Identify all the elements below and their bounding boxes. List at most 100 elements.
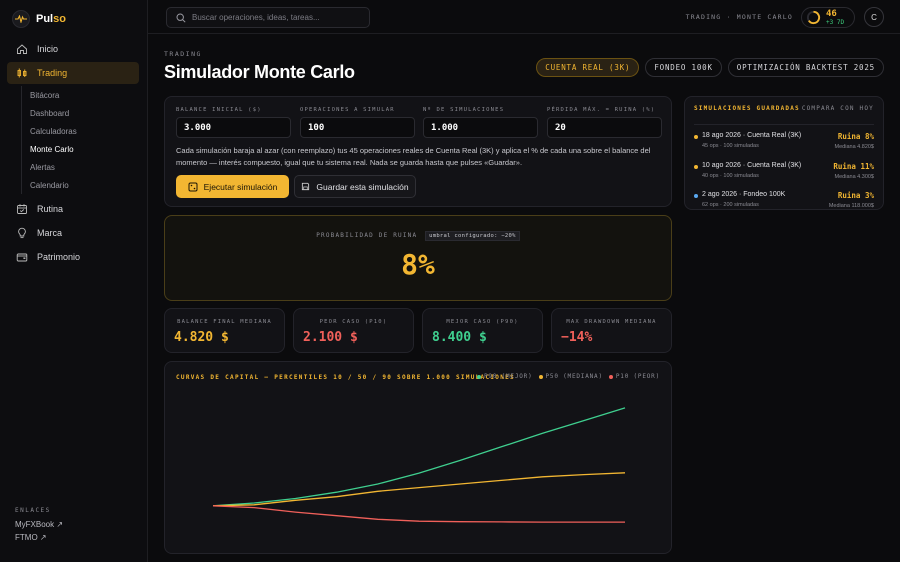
saved-ruin: Ruina 3% xyxy=(837,191,874,200)
compare-link[interactable]: COMPARA CON HOY xyxy=(801,105,874,112)
stat-value: 8.400 $ xyxy=(432,330,487,345)
subnav-item-dashboard[interactable]: Dashboard xyxy=(30,108,70,118)
series-line-p50 xyxy=(212,472,626,507)
links-section: ENLACES MyFXBook ↗ FTMO ↗ xyxy=(15,507,63,546)
save-simulation-label: Guardar esta simulación xyxy=(316,181,409,192)
subnav-item-bitacora[interactable]: Bitácora xyxy=(30,90,60,100)
saved-name: 18 ago 2026 · Cuenta Real (3K) xyxy=(702,132,802,139)
stat-value: −14% xyxy=(561,330,593,345)
saved-median: Mediana 118.000$ xyxy=(828,203,874,209)
subnav-item-calendario[interactable]: Calendario xyxy=(30,180,69,190)
candles-icon xyxy=(17,68,27,78)
field-label: OPERACIONES A SIMULAR xyxy=(300,107,395,113)
saved-title: SIMULACIONES GUARDADAS xyxy=(694,105,800,112)
stat-label: MAX DRAWDOWN MEDIANA xyxy=(566,319,657,325)
links-title: ENLACES xyxy=(15,507,51,514)
operations-input[interactable] xyxy=(300,117,415,138)
stat-value: 2.100 $ xyxy=(303,330,358,345)
lightbulb-icon xyxy=(18,227,26,239)
stat-label: PEOR CASO (P10) xyxy=(319,319,388,325)
brand-name: Pulso xyxy=(36,13,66,25)
sidebar-item-inicio[interactable]: Inicio xyxy=(7,38,139,60)
status-dot xyxy=(694,194,698,198)
subnav-item-alertas[interactable]: Alertas xyxy=(30,162,55,172)
capital-curves-chart: CURVAS DE CAPITAL — PERCENTILES 10 / 50 … xyxy=(164,361,672,554)
page-eyebrow: TRADING xyxy=(164,50,202,58)
run-simulation-label: Ejecutar simulación xyxy=(203,181,278,192)
sidebar-item-trading[interactable]: Trading xyxy=(7,62,139,84)
saved-name: 2 ago 2026 · Fondeo 100K xyxy=(702,191,786,198)
pulse-logo-icon xyxy=(12,10,30,28)
field-label: PÉRDIDA MÁX. = RUINA (%) xyxy=(547,107,656,113)
account-tabs: CUENTA REAL (3K) FONDEO 100K OPTIMIZACIÓ… xyxy=(536,58,884,77)
search-box[interactable] xyxy=(166,7,370,28)
avatar[interactable]: C xyxy=(864,7,884,27)
save-simulation-button[interactable]: Guardar esta simulación xyxy=(294,175,416,198)
search-icon xyxy=(176,12,186,23)
streak-value: 46 xyxy=(826,8,837,19)
simulation-description: Cada simulación baraja al azar (con reem… xyxy=(176,146,651,167)
simulations-input[interactable] xyxy=(423,117,538,138)
series-line-p10 xyxy=(212,505,625,523)
ruin-probability-card: PROBABILIDAD DE RUINA umbral configurado… xyxy=(164,215,672,301)
field-simulaciones: Nº DE SIMULACIONES xyxy=(423,107,538,138)
balance-input[interactable] xyxy=(176,117,291,138)
page-title: Simulador Monte Carlo xyxy=(164,62,355,82)
trading-subnav: Bitácora Dashboard Calculadoras Monte Ca… xyxy=(21,86,139,194)
sidebar-item-rutina[interactable]: Rutina xyxy=(7,198,139,220)
status-dot xyxy=(694,164,698,169)
sidebar-item-label: Trading xyxy=(37,68,68,78)
sidebar-item-label: Marca xyxy=(37,228,63,238)
stat-value: 4.820 $ xyxy=(174,330,229,345)
subnav-item-monte-carlo[interactable]: Monte Carlo xyxy=(30,144,74,154)
saved-median: Mediana 4.820$ xyxy=(834,144,874,150)
tab-fondeo[interactable]: FONDEO 100K xyxy=(645,58,722,77)
saved-ruin: Ruina 11% xyxy=(833,161,874,171)
ruin-probability-value: 8% xyxy=(401,248,435,281)
main-nav: Inicio Trading Bitácora Dashboard Calcul… xyxy=(7,38,139,270)
legend-item-p50: P50 (MEDIANA) xyxy=(538,373,603,380)
simulation-form: BALANCE INICIAL ($) OPERACIONES A SIMULA… xyxy=(164,96,672,207)
field-operaciones: OPERACIONES A SIMULAR xyxy=(300,107,415,138)
ruin-header: PROBABILIDAD DE RUINA umbral configurado… xyxy=(165,231,671,241)
link-myfxbook[interactable]: MyFXBook ↗ xyxy=(15,520,64,529)
list-item[interactable]: 2 ago 2026 · Fondeo 100K 62 ops · 200 si… xyxy=(694,184,874,214)
stat-card-best: MEJOR CASO (P90) 8.400 $ xyxy=(422,308,543,353)
dice-icon xyxy=(188,182,198,191)
saved-meta: 40 ops · 100 simuladas xyxy=(702,172,759,179)
field-label: BALANCE INICIAL ($) xyxy=(176,107,262,113)
sidebar-item-marca[interactable]: Marca xyxy=(7,222,139,244)
status-dot xyxy=(694,135,698,139)
saved-simulations: SIMULACIONES GUARDADAS COMPARA CON HOY 1… xyxy=(684,96,884,210)
ruin-label: PROBABILIDAD DE RUINA xyxy=(316,232,418,239)
stat-card-drawdown: MAX DRAWDOWN MEDIANA −14% xyxy=(551,308,672,353)
saved-name: 10 ago 2026 · Cuenta Real (3K) xyxy=(702,161,802,169)
streak-badge[interactable]: 46 +3 7D xyxy=(801,7,855,28)
list-item[interactable]: 18 ago 2026 · Cuenta Real (3K) 45 ops · … xyxy=(694,125,874,155)
list-item[interactable]: 10 ago 2026 · Cuenta Real (3K) 40 ops · … xyxy=(694,155,874,185)
save-icon xyxy=(302,182,310,191)
tab-optimizacion[interactable]: OPTIMIZACIÓN BACKTEST 2025 xyxy=(727,58,884,77)
ruin-threshold-badge: umbral configurado: −20% xyxy=(425,231,520,241)
tab-cuenta-real[interactable]: CUENTA REAL (3K) xyxy=(536,58,640,77)
link-ftmo[interactable]: FTMO ↗ xyxy=(15,533,47,542)
brand[interactable]: Pulso xyxy=(12,10,66,28)
stat-label: MEJOR CASO (P90) xyxy=(446,319,519,325)
streak-delta: +3 7D xyxy=(826,18,845,26)
field-label: Nº DE SIMULACIONES xyxy=(423,107,505,113)
sidebar: Pulso Inicio Trading Bitácora Dashboard … xyxy=(0,0,148,562)
sidebar-item-label: Rutina xyxy=(37,204,64,214)
ruin-threshold-input[interactable] xyxy=(547,117,662,138)
series-line-p90 xyxy=(212,407,626,507)
progress-ring-icon xyxy=(806,10,821,25)
subnav-item-calculadoras[interactable]: Calculadoras xyxy=(30,126,77,136)
saved-meta: 62 ops · 200 simuladas xyxy=(702,202,759,208)
sidebar-item-patrimonio[interactable]: Patrimonio xyxy=(7,246,139,268)
field-balance: BALANCE INICIAL ($) xyxy=(176,107,291,138)
chart-legend: P90 (MEJOR) P50 (MEDIANA) P10 (PEOR) xyxy=(476,373,660,380)
run-simulation-button[interactable]: Ejecutar simulación xyxy=(176,175,289,198)
legend-item-p90: P90 (MEJOR) xyxy=(476,373,533,380)
search-input[interactable] xyxy=(192,13,362,22)
breadcrumb: TRADING · MONTE CARLO xyxy=(685,13,793,21)
calendar-icon xyxy=(17,204,27,214)
